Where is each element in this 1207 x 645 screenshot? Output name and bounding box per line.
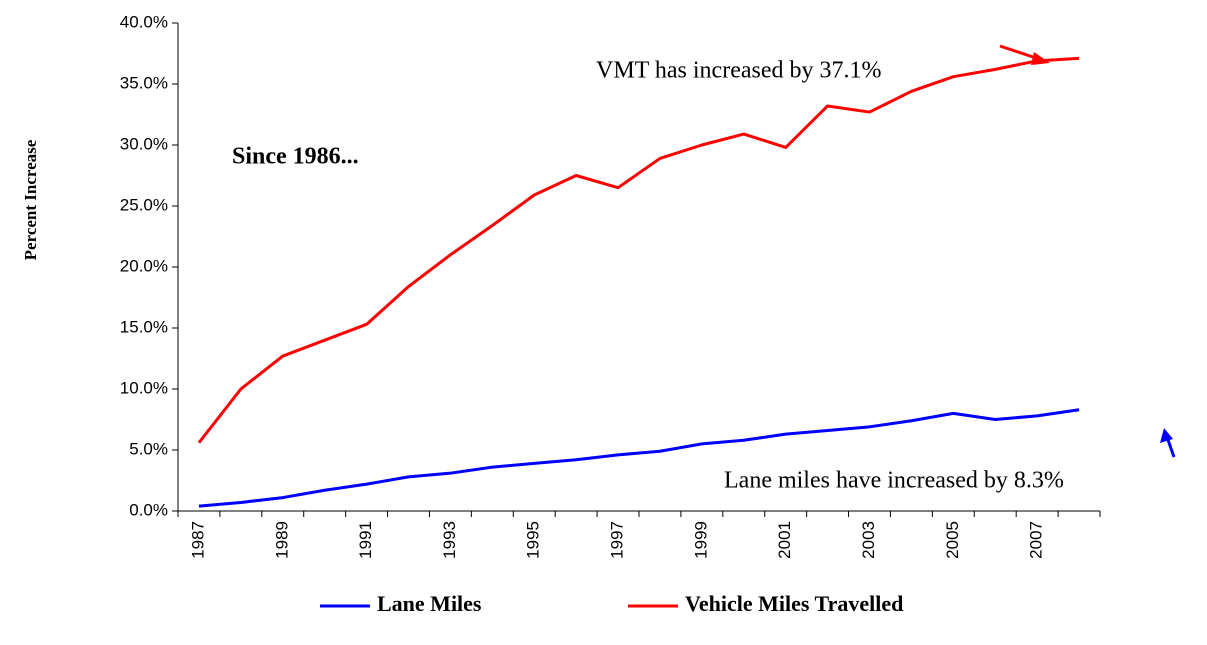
line: [198, 408, 1080, 508]
x-tick-label: 2001: [775, 521, 794, 559]
y-tick-label: 40.0%: [120, 12, 168, 31]
y-tick-label: 10.0%: [120, 378, 168, 397]
annotation: VMT has increased by 37.1%: [596, 58, 882, 84]
y-axis-label: Percent Increase: [21, 139, 40, 260]
x-tick-label: 1993: [440, 521, 459, 559]
y-tick-label: 30.0%: [120, 134, 168, 153]
x-tick-label: 1999: [691, 521, 710, 559]
y-tick-label: 15.0%: [120, 317, 168, 336]
y-tick-label: 35.0%: [120, 73, 168, 92]
line: [197, 56, 1080, 444]
x-tick-label: 1995: [524, 521, 543, 559]
legend-label: Lane Miles: [377, 591, 482, 616]
x-tick-label: 2007: [1027, 521, 1046, 559]
y-tick-label: 5.0%: [129, 439, 168, 458]
annotation: Lane miles have increased by 8.3%: [724, 468, 1064, 494]
y-tick-label: 20.0%: [120, 256, 168, 275]
x-tick-label: 1997: [608, 521, 627, 559]
x-tick-label: 1987: [188, 521, 207, 559]
y-tick-label: 0.0%: [129, 500, 168, 519]
x-tick-label: 2005: [943, 521, 962, 559]
x-tick-label: 1991: [356, 521, 375, 559]
y-tick-label: 25.0%: [120, 195, 168, 214]
x-tick-label: 1989: [272, 521, 291, 559]
legend-label: Vehicle Miles Travelled: [685, 591, 903, 616]
x-tick-label: 2003: [859, 521, 878, 559]
annotation: Since 1986...: [232, 144, 359, 170]
arrow: [1160, 428, 1176, 458]
